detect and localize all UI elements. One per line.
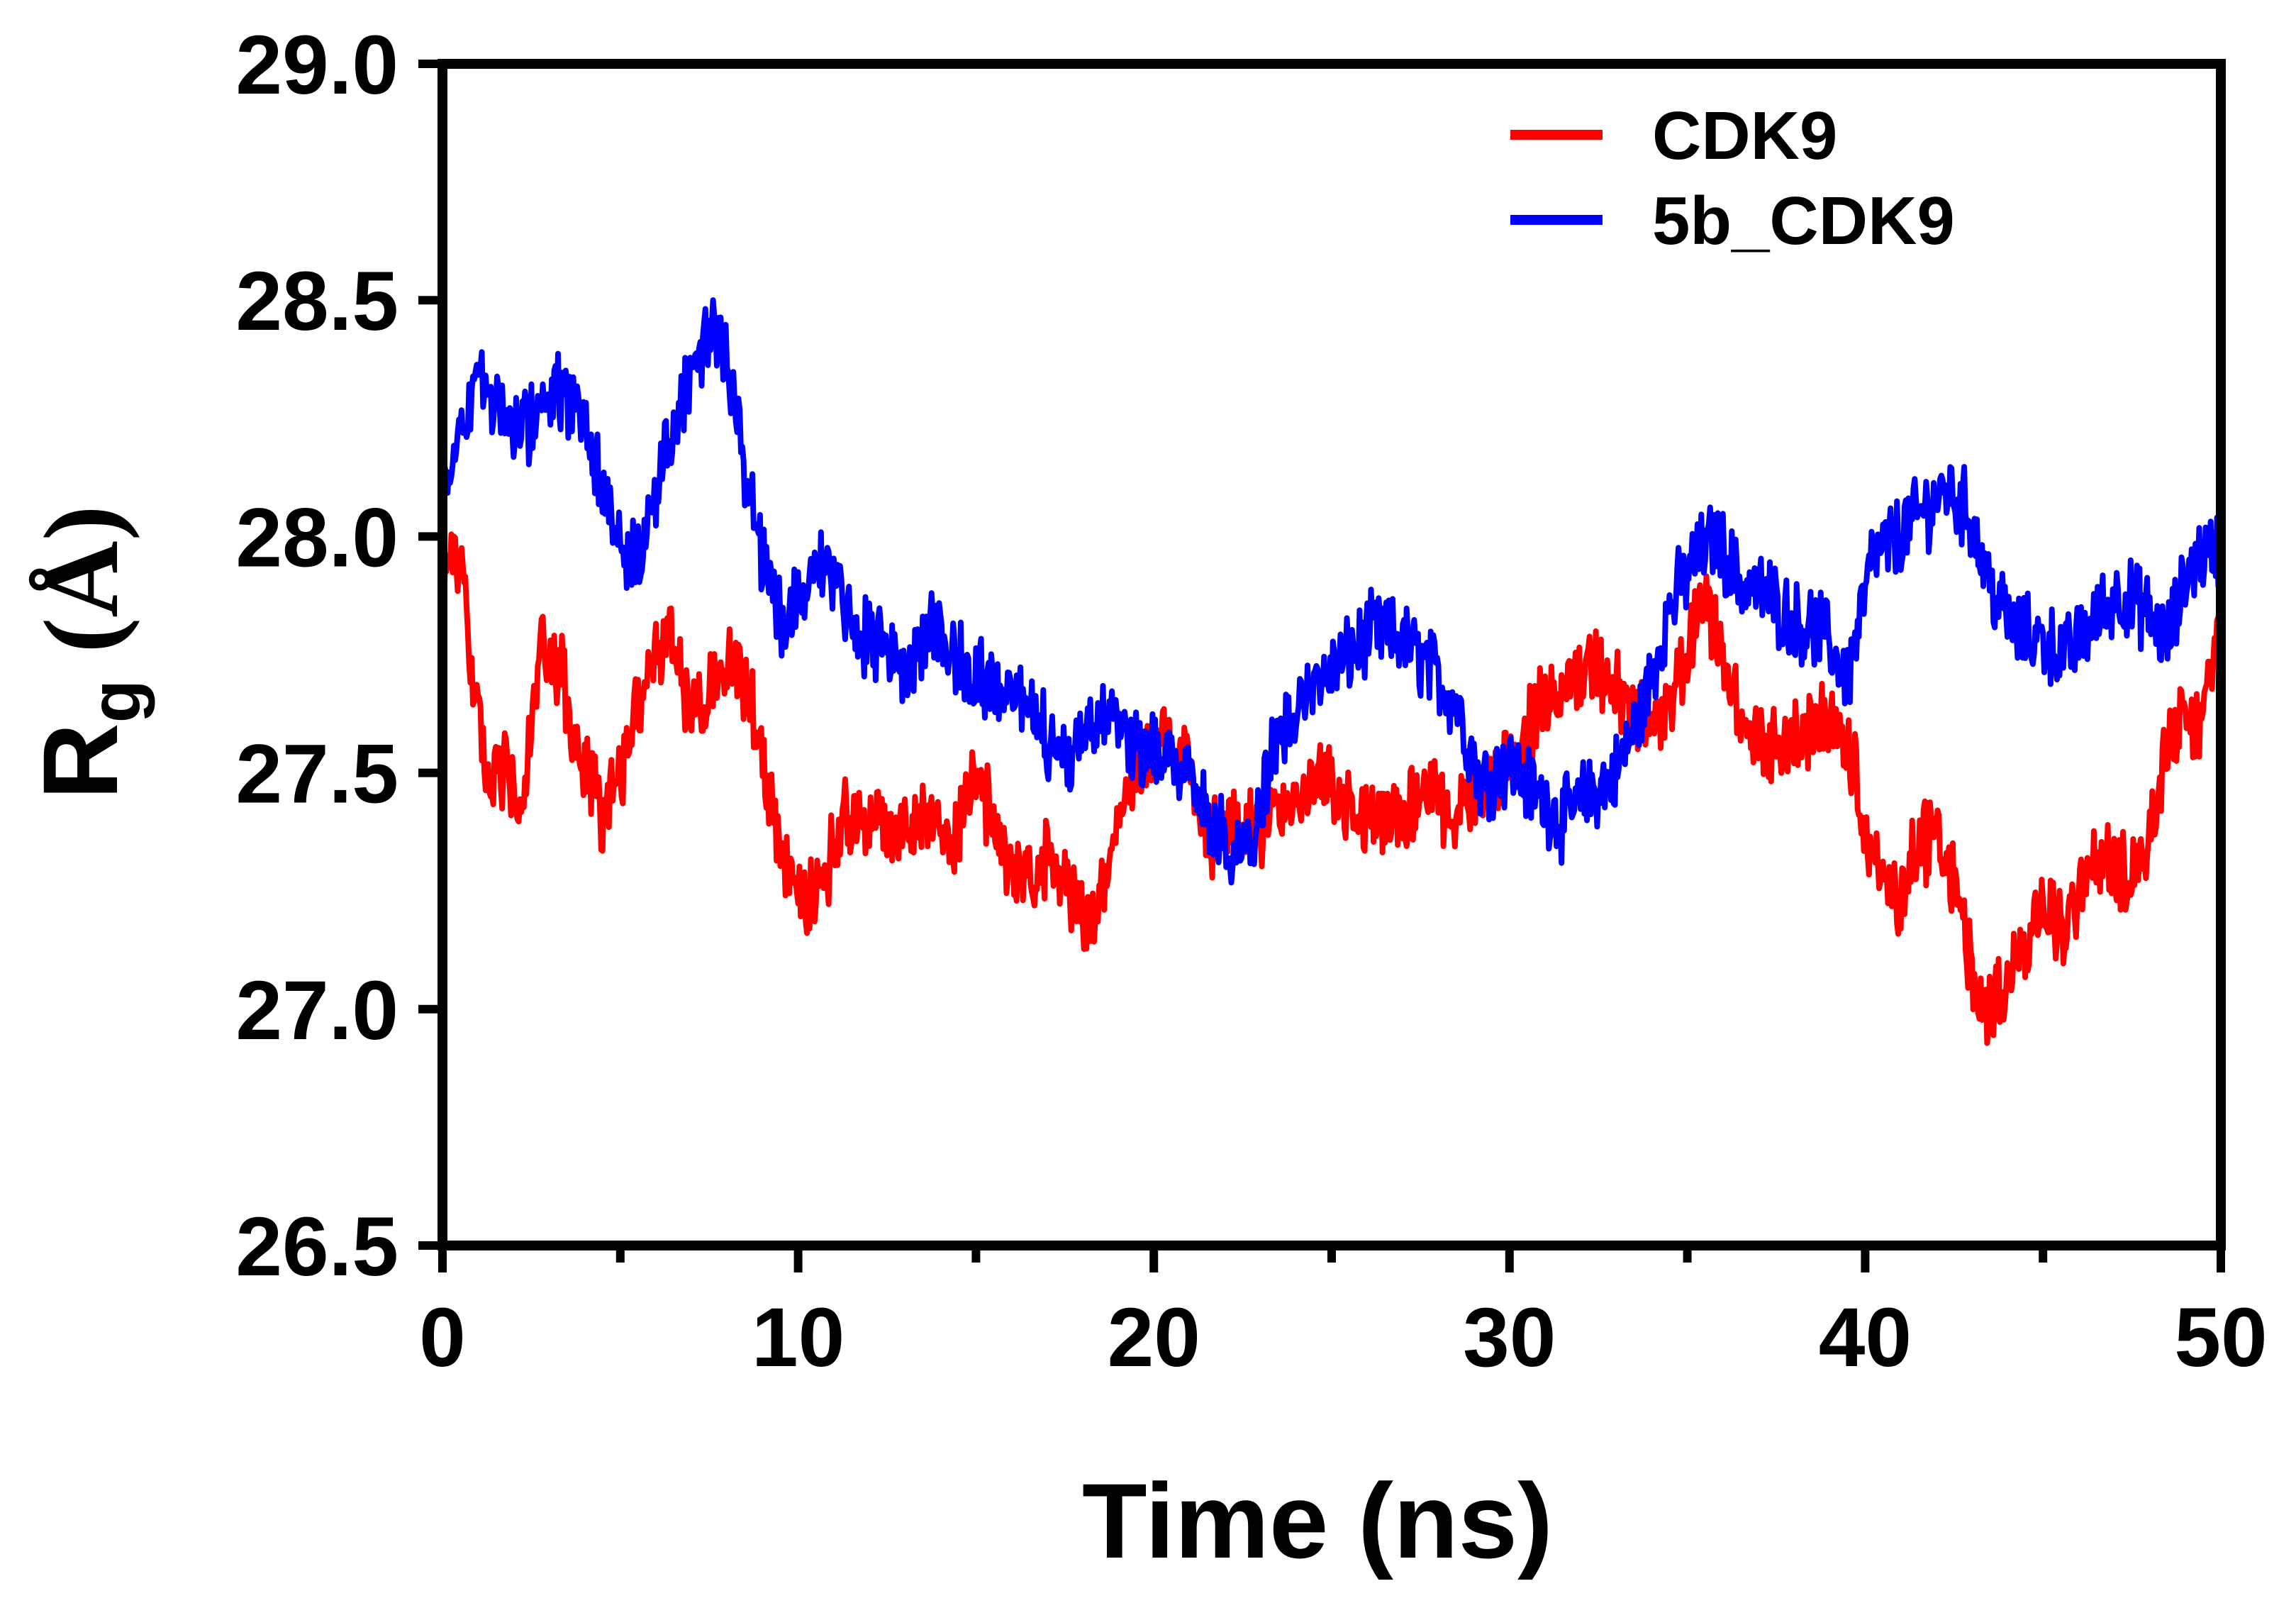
x-tick-label: 20	[1108, 1291, 1200, 1385]
y-axis-title: Rg (Å)	[21, 505, 155, 799]
legend-label-cdk9: CDK9	[1652, 98, 1837, 174]
x-tick-label: 0	[419, 1291, 466, 1385]
x-tick-label: 30	[1463, 1291, 1556, 1385]
y-tick-label: 26.5	[235, 1200, 399, 1294]
y-axis-title-unit: (Å)	[23, 505, 140, 680]
data-lines	[442, 297, 2221, 1046]
y-tick-label: 27.5	[235, 728, 399, 821]
x-axis-title: Time (ns)	[1082, 1461, 1553, 1580]
y-axis-title-main: R	[21, 723, 140, 799]
series-line-cdk9	[442, 531, 2221, 1046]
y-tick-label: 29.0	[235, 18, 399, 112]
x-tick-label: 10	[752, 1291, 845, 1385]
y-axis: 26.5 27.0 27.5 28.0 28.5 29.0	[235, 18, 442, 1294]
x-tick-label: 40	[1819, 1291, 1912, 1385]
y-tick-label: 28.5	[235, 255, 399, 348]
x-tick-label: 50	[2174, 1291, 2267, 1385]
x-axis: 0 10 20 30 40 50	[419, 1246, 2268, 1385]
y-axis-title-subscript: g	[76, 680, 155, 723]
y-tick-label: 27.0	[235, 964, 399, 1058]
series-line-5b-cdk9	[442, 297, 2221, 886]
legend-label-5b-cdk9: 5b_CDK9	[1652, 183, 1955, 259]
y-tick-label: 28.0	[235, 491, 399, 584]
legend: CDK9 5b_CDK9	[1510, 98, 1955, 259]
